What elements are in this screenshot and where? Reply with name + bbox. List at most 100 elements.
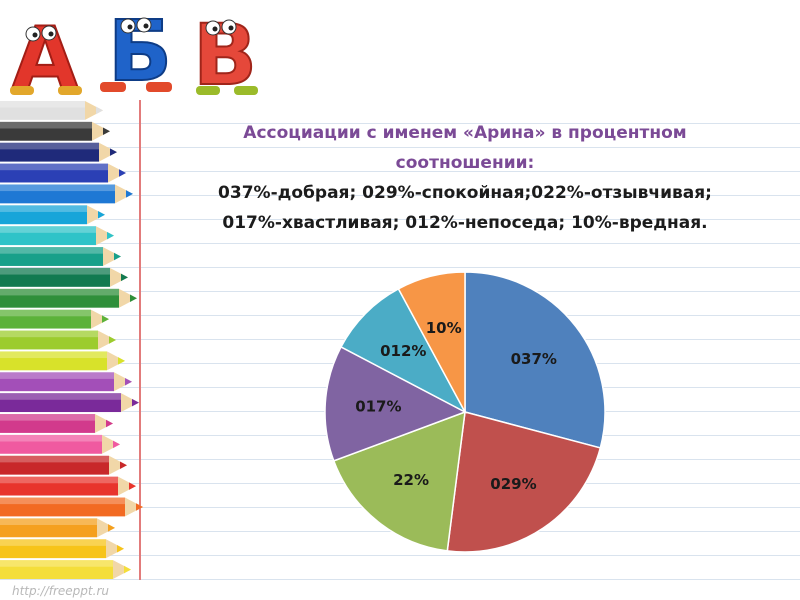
pencil-wood — [87, 205, 105, 225]
pencil-highlight — [0, 330, 98, 338]
pie-chart: 037% 029% 22% 017% 012%10% — [324, 271, 606, 553]
pencil-body — [0, 393, 121, 413]
pencil-highlight — [0, 497, 125, 505]
pencil-wood — [121, 393, 139, 413]
pencil-highlight — [0, 518, 97, 525]
pencil-wood — [115, 184, 133, 204]
letter-a-figure: А — [10, 8, 82, 105]
pencil-tip — [114, 252, 121, 261]
pencil-tip — [120, 461, 127, 469]
pencil-tip — [106, 419, 113, 428]
pencil-highlight — [0, 205, 87, 212]
pencil-body — [0, 434, 102, 454]
pie-slice-label: 029% — [490, 475, 536, 493]
pencil-tip — [118, 357, 125, 365]
slide-footer — [0, 580, 800, 600]
pencil-body — [0, 205, 87, 225]
pencil-body — [0, 101, 85, 120]
letter-a-shoe — [58, 86, 82, 95]
pencil-tip — [125, 377, 132, 386]
pencil-tip — [129, 482, 136, 490]
pencil-body — [0, 518, 97, 538]
pencil-wood — [106, 539, 124, 559]
letter-b-figure: Б — [100, 1, 173, 101]
title-details: 037%-добрая; 029%-спокойная;022%-отзывчи… — [218, 183, 712, 233]
pencil-tip — [119, 169, 126, 177]
pencil-wood — [99, 142, 117, 162]
pencil-body — [0, 414, 95, 433]
pencil-tip — [126, 190, 133, 198]
pencil-body — [0, 247, 103, 266]
pencil-highlight — [0, 247, 103, 254]
pencil-wood — [97, 518, 115, 538]
pencil-wood — [96, 226, 114, 246]
pencil-body — [0, 497, 125, 517]
pencil-body — [0, 309, 91, 329]
pencil-body — [0, 539, 106, 559]
pencil-body — [0, 330, 98, 350]
pencil-wood — [95, 414, 113, 433]
pencil-tip — [117, 544, 124, 553]
colored-pencils-decoration — [0, 101, 143, 579]
pencil-wood — [109, 455, 127, 475]
pencil-wood — [92, 121, 110, 141]
letter-a-pupil — [48, 31, 54, 37]
pencil-wood — [91, 309, 109, 329]
pencil-body — [0, 121, 92, 141]
pencil-body — [0, 163, 108, 183]
pencil-body — [0, 288, 119, 308]
pencil-body — [0, 267, 110, 287]
slide-title: Ассоциации с именем «Арина» в процентном… — [205, 118, 725, 238]
pencil-highlight — [0, 351, 107, 359]
pencil-body — [0, 455, 109, 475]
title-heading: Ассоциации с именем «Арина» в процентном… — [243, 123, 687, 173]
pencil-wood — [85, 101, 103, 120]
pencil-wood — [119, 288, 137, 308]
pie-slice — [324, 345, 467, 462]
pencil-tip — [107, 231, 114, 240]
pencil-highlight — [0, 288, 119, 296]
pencil-tip — [121, 273, 128, 282]
pencil-wood — [113, 560, 131, 579]
pencil-tip — [109, 336, 116, 344]
pie-slice — [332, 410, 466, 552]
letter-v-figure: В — [192, 5, 258, 105]
pencil-tip — [108, 524, 115, 532]
pencil-highlight — [0, 163, 108, 171]
watermark: http://freeppt.ru — [12, 584, 109, 598]
letter-v-pupil — [228, 25, 234, 31]
pencil-highlight — [0, 121, 92, 129]
pie-slice — [340, 287, 467, 414]
pencil-body — [0, 372, 114, 392]
pencil-tip — [113, 440, 120, 449]
pencil-tip — [103, 127, 110, 136]
pencil-body — [0, 476, 118, 496]
letter-a-pupil — [32, 32, 38, 38]
pie-slice-label: 22% — [393, 471, 429, 489]
letter-b-shoe — [146, 82, 172, 92]
letter-v-shoe — [196, 86, 220, 95]
pencil-wood — [102, 434, 120, 454]
pencil-wood — [110, 267, 128, 287]
pencil-highlight — [0, 309, 91, 317]
pencil-tip — [136, 503, 143, 511]
pencil-tip — [98, 211, 105, 219]
pencil-tip — [130, 294, 137, 303]
pencil-tip — [102, 315, 109, 323]
decorative-letters: А Б В — [10, 1, 258, 105]
pie-slice-label: 037% — [511, 350, 557, 368]
letter-v-pupil — [212, 26, 218, 32]
pencil-highlight — [0, 476, 118, 484]
pencil-highlight — [0, 267, 110, 275]
pencil-highlight — [0, 101, 85, 108]
pencil-wood — [98, 330, 116, 350]
pencil-tip — [124, 565, 131, 574]
pie-slice — [397, 271, 466, 413]
letter-b-pupil — [143, 23, 149, 29]
pencil-body — [0, 184, 115, 204]
pencil-highlight — [0, 226, 96, 233]
pencil-highlight — [0, 184, 115, 192]
slide-header: А Б В — [0, 0, 800, 105]
pencil-body — [0, 142, 99, 162]
pencil-wood — [118, 476, 136, 496]
